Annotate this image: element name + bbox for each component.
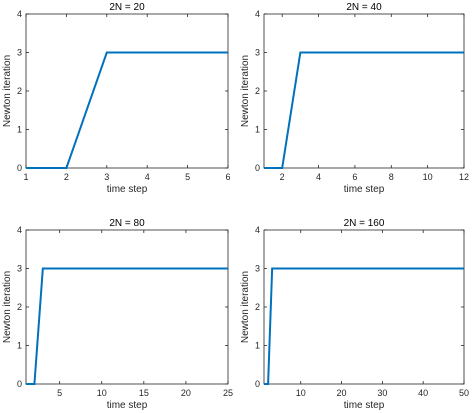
subplot-title: 2N = 40 — [346, 2, 382, 13]
x-tick-label: 50 — [459, 388, 469, 398]
y-tick-label: 1 — [255, 341, 260, 351]
plot-frame — [263, 13, 465, 169]
series-line — [26, 51, 228, 169]
y-axis-label: Newton iteration — [2, 55, 13, 127]
y-tick-label: 2 — [17, 302, 22, 312]
subplot-title: 2N = 160 — [344, 218, 385, 229]
subplot-4: 10 20 30 40 50 0 1 2 3 4 2N = 160 time step Newton i… — [240, 218, 469, 411]
y-tick-label: 0 — [255, 379, 260, 389]
y-axis-label: Newton iteration — [240, 55, 251, 127]
x-tick-label: 4 — [316, 172, 321, 182]
x-tick-label: 2 — [64, 172, 69, 182]
series-line — [26, 267, 228, 385]
y-axis-label: Newton iteration — [2, 271, 13, 343]
y-tick-label: 4 — [255, 225, 260, 235]
y-axis-label: Newton iteration — [240, 271, 251, 343]
y-tick-label: 3 — [17, 264, 22, 274]
series-line — [264, 267, 464, 385]
x-tick-label: 5 — [185, 172, 190, 182]
y-tick-label: 4 — [17, 225, 22, 235]
y-tick-label: 2 — [255, 86, 260, 96]
y-tick-label: 4 — [255, 9, 260, 19]
y-tick-label: 2 — [255, 302, 260, 312]
y-tick-label: 0 — [17, 163, 22, 173]
x-tick-label: 10 — [296, 388, 306, 398]
x-tick-label: 3 — [104, 172, 109, 182]
x-tick-label: 20 — [337, 388, 347, 398]
x-tick-label: 10 — [97, 388, 107, 398]
x-tick-label: 5 — [57, 388, 62, 398]
x-tick-label: 1 — [23, 172, 28, 182]
x-tick-label: 30 — [377, 388, 387, 398]
x-tick-label: 25 — [223, 388, 233, 398]
x-tick-label: 10 — [423, 172, 433, 182]
subplot-title: 2N = 80 — [109, 218, 145, 229]
x-tick-label: 6 — [225, 172, 230, 182]
y-tick-label: 3 — [255, 264, 260, 274]
subplot-3: 5 10 15 20 25 0 1 2 3 4 2N = 80 time step Newton ite… — [2, 218, 233, 411]
y-tick-label: 0 — [17, 379, 22, 389]
y-tick-label: 0 — [255, 163, 260, 173]
y-tick-label: 4 — [17, 9, 22, 19]
plot-frame — [25, 13, 229, 169]
y-tick-label: 3 — [255, 48, 260, 58]
subplot-title: 2N = 20 — [109, 2, 145, 13]
x-axis-label: time step — [107, 400, 148, 411]
series-line — [264, 51, 464, 169]
x-axis-label: time step — [344, 184, 385, 195]
x-axis-label: time step — [107, 184, 148, 195]
x-tick-label: 8 — [389, 172, 394, 182]
plot-frame — [25, 229, 229, 385]
y-tick-label: 1 — [17, 125, 22, 135]
x-tick-label: 6 — [352, 172, 357, 182]
y-tick-label: 3 — [17, 48, 22, 58]
x-tick-label: 15 — [139, 388, 149, 398]
x-tick-label: 12 — [459, 172, 469, 182]
y-tick-label: 1 — [17, 341, 22, 351]
x-tick-label: 20 — [181, 388, 191, 398]
x-tick-label: 4 — [145, 172, 150, 182]
x-tick-label: 2 — [280, 172, 285, 182]
plot-frame — [263, 229, 465, 385]
y-tick-label: 2 — [17, 86, 22, 96]
x-axis-label: time step — [344, 400, 385, 411]
y-tick-label: 1 — [255, 125, 260, 135]
x-tick-label: 40 — [418, 388, 428, 398]
